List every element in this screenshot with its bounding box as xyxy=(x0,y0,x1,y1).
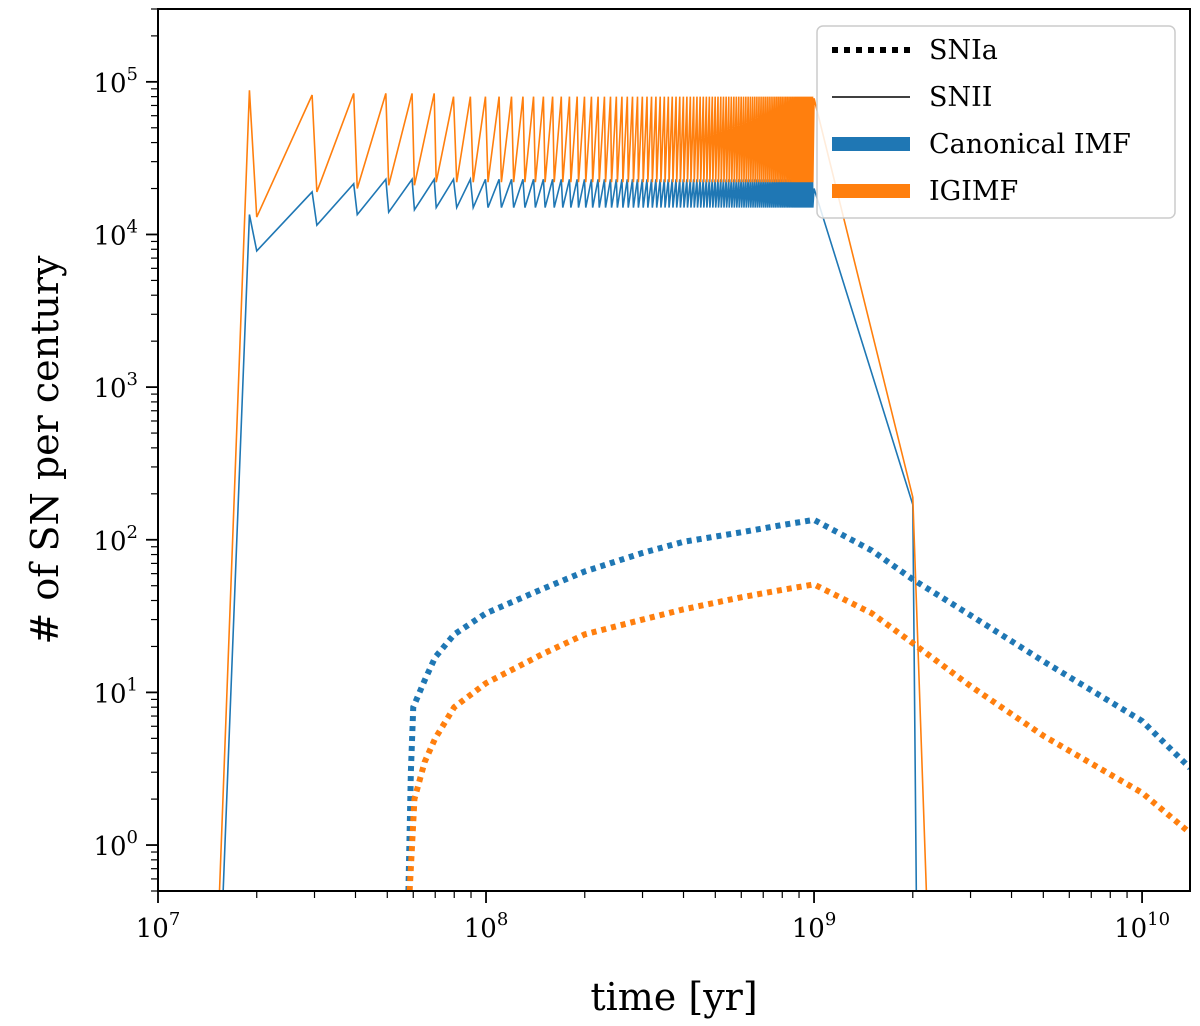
plot-frame xyxy=(157,8,1191,892)
y-tick-label: 104 xyxy=(93,216,138,251)
x-axis-title: time [yr] xyxy=(590,975,757,1019)
y-tick-label: 100 xyxy=(93,827,138,862)
y-axis-title: # of SN per century xyxy=(23,255,67,645)
x-tick-label: 109 xyxy=(792,909,837,944)
y-tick-label: 101 xyxy=(93,674,138,709)
series-layer xyxy=(218,90,1190,891)
legend-label-igimf: IGIMF xyxy=(929,176,1018,207)
x-tick-label: 1010 xyxy=(1114,909,1170,944)
series-snii-canonical-imf-line xyxy=(222,176,918,891)
legend-label-snia: SNIa xyxy=(929,35,998,66)
legend-label-snii: SNII xyxy=(929,82,992,113)
legend: SNIa SNII Canonical IMF IGIMF xyxy=(816,25,1176,219)
series-snia-canonical-imf-line xyxy=(405,516,1190,891)
x-tick-label: 107 xyxy=(136,909,181,944)
legend-label-canonical-imf: Canonical IMF xyxy=(929,129,1131,160)
y-tick-label: 105 xyxy=(93,64,138,99)
x-tick-label: 108 xyxy=(464,909,509,944)
legend-box xyxy=(816,25,1176,219)
series-snia-igimf-line xyxy=(406,581,1190,891)
axes-layer: 107 108 109 1010 100 101 102 103 104 105 xyxy=(93,8,1191,944)
y-tick-label: 103 xyxy=(93,369,138,404)
series-snii-igimf-line xyxy=(218,90,928,891)
y-tick-label: 102 xyxy=(93,522,138,557)
